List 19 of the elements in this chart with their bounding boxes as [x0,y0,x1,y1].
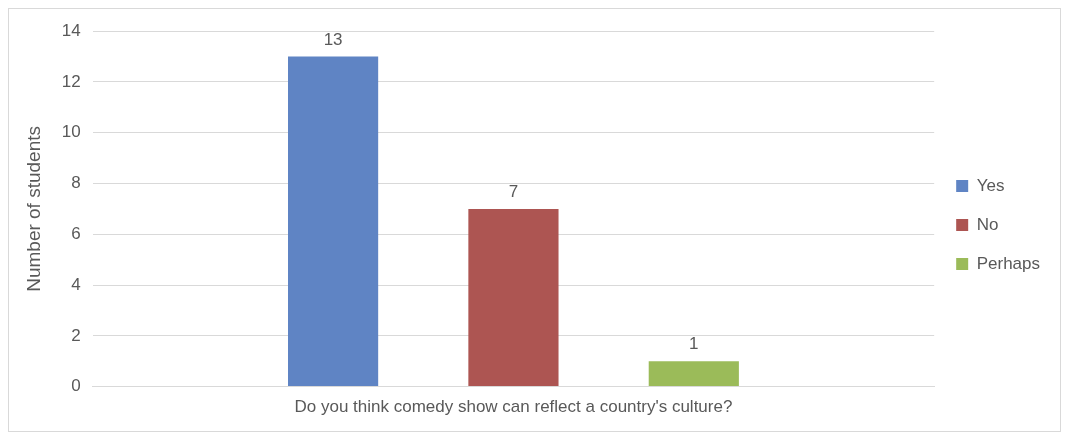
y-tick-label: 10 [61,122,81,142]
y-tick-label: 4 [71,274,81,294]
data-label: 1 [689,334,699,354]
y-tick-label: 2 [71,325,81,345]
y-tick-label: 6 [71,223,81,243]
legend-label: No [976,214,999,234]
y-tick-label: 14 [61,20,81,40]
y-tick-label: 8 [71,173,81,193]
y-axis-title: Number of students [22,125,44,292]
bar [468,208,559,387]
legend-label: Yes [976,175,1005,195]
legend-label: Perhaps [976,253,1041,273]
y-tick-label: 12 [61,71,81,91]
data-label: 13 [323,29,343,49]
y-tick-label: 0 [71,376,81,396]
bar [648,361,739,387]
bar [288,56,379,387]
x-tick-label: Do you think comedy show can reflect a country's culture? [294,397,733,417]
data-label: 7 [508,182,519,202]
